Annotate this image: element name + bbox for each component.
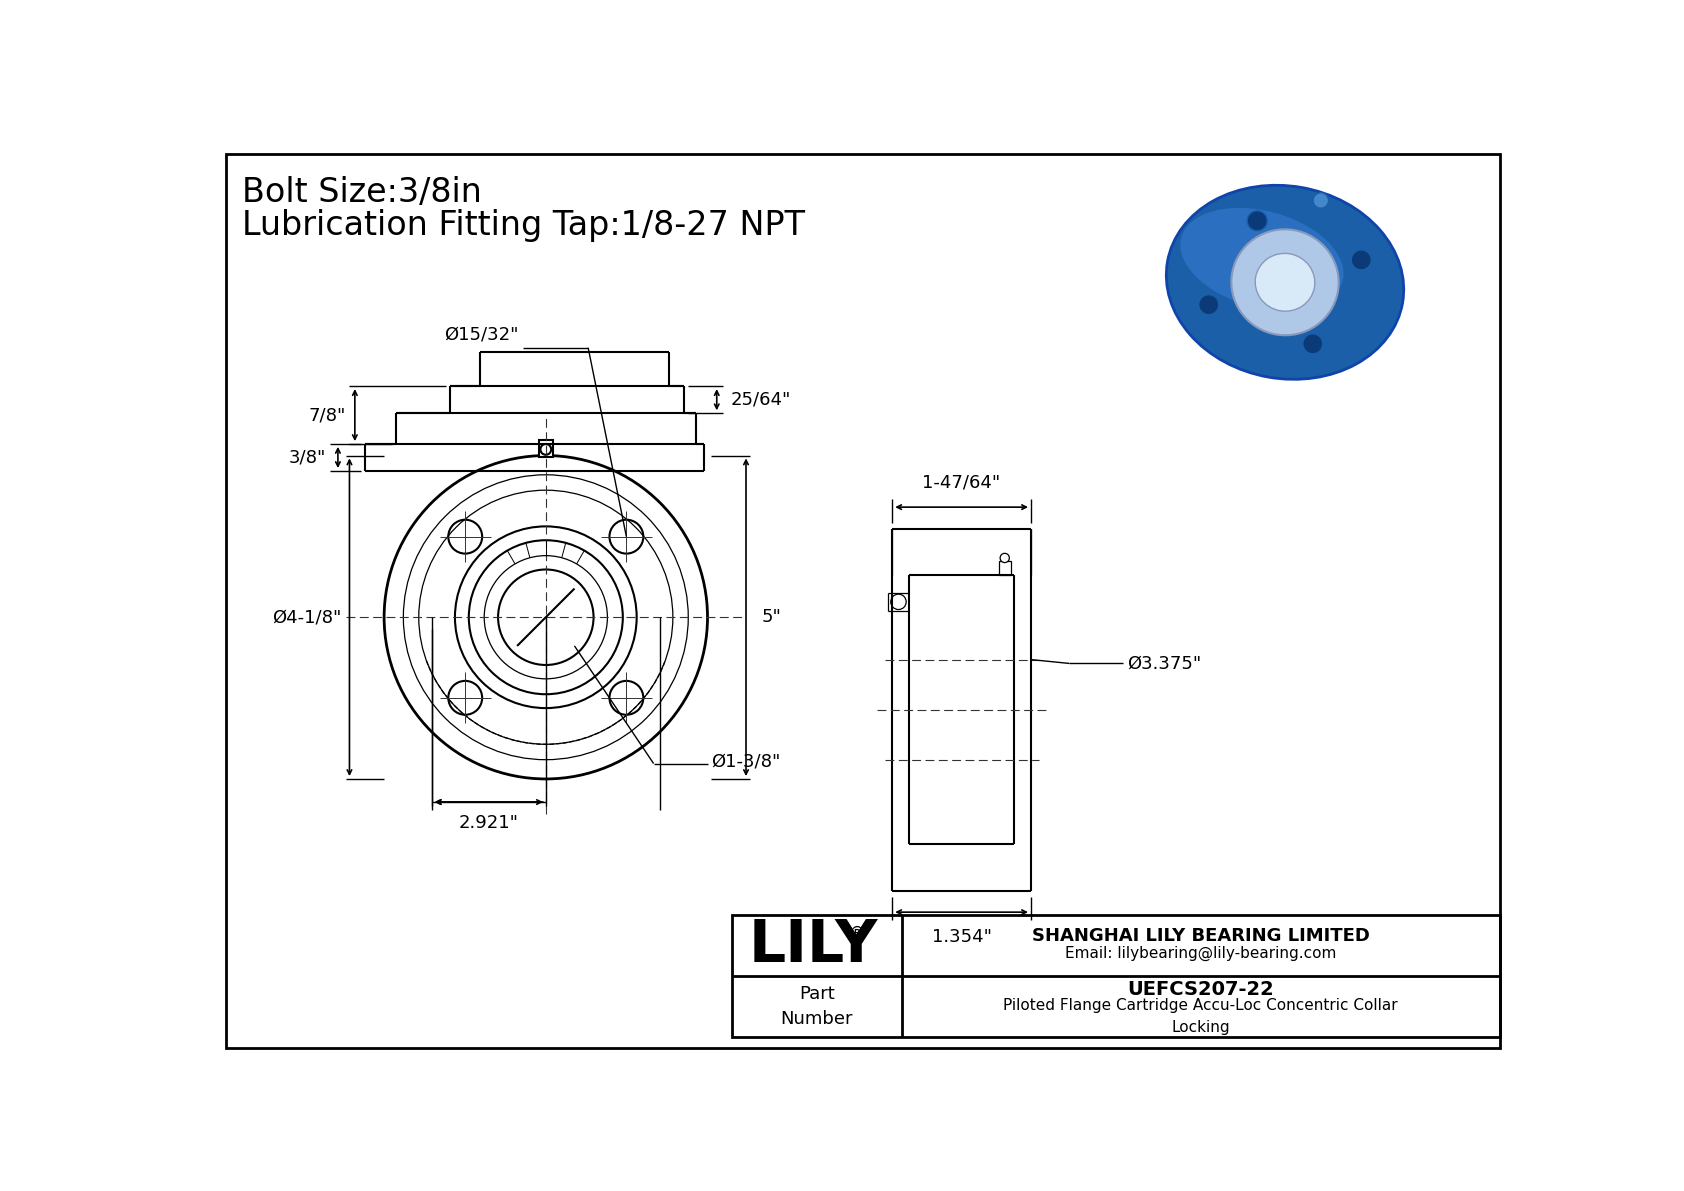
Circle shape bbox=[1314, 193, 1329, 208]
Text: Ø4-1/8": Ø4-1/8" bbox=[273, 609, 342, 626]
Text: ®: ® bbox=[849, 924, 866, 942]
Text: Email: lilybearing@lily-bearing.com: Email: lilybearing@lily-bearing.com bbox=[1064, 946, 1337, 961]
Text: Ø15/32": Ø15/32" bbox=[445, 326, 519, 344]
Text: SHANGHAI LILY BEARING LIMITED: SHANGHAI LILY BEARING LIMITED bbox=[1032, 927, 1369, 944]
Ellipse shape bbox=[1180, 208, 1344, 311]
Circle shape bbox=[1351, 250, 1371, 270]
Circle shape bbox=[1000, 554, 1009, 562]
Circle shape bbox=[1248, 211, 1268, 231]
Text: 7/8": 7/8" bbox=[308, 406, 345, 424]
Text: 2.921": 2.921" bbox=[458, 813, 519, 831]
Circle shape bbox=[891, 594, 906, 610]
Text: 1-47/64": 1-47/64" bbox=[923, 474, 1000, 492]
Text: Piloted Flange Cartridge Accu-Loc Concentric Collar
Locking: Piloted Flange Cartridge Accu-Loc Concen… bbox=[1004, 998, 1398, 1035]
Text: Ø1-3/8": Ø1-3/8" bbox=[711, 753, 781, 771]
Bar bbox=[539, 441, 552, 457]
Text: 25/64": 25/64" bbox=[731, 391, 791, 409]
Text: LILY: LILY bbox=[748, 917, 877, 974]
Text: Ø3.375": Ø3.375" bbox=[1127, 654, 1201, 673]
Text: Part
Number: Part Number bbox=[781, 985, 854, 1028]
Circle shape bbox=[1303, 333, 1322, 354]
Circle shape bbox=[1199, 294, 1219, 314]
Text: 1.354": 1.354" bbox=[931, 928, 992, 946]
Ellipse shape bbox=[1231, 230, 1339, 335]
Circle shape bbox=[541, 444, 551, 455]
Ellipse shape bbox=[1255, 254, 1315, 311]
Bar bbox=[999, 561, 1010, 575]
Text: Lubrication Fitting Tap:1/8-27 NPT: Lubrication Fitting Tap:1/8-27 NPT bbox=[242, 210, 805, 242]
Text: 5": 5" bbox=[761, 609, 781, 626]
Bar bbox=[733, 915, 1500, 1037]
Text: 3/8": 3/8" bbox=[290, 449, 327, 467]
Text: Bolt Size:3/8in: Bolt Size:3/8in bbox=[242, 176, 482, 210]
Text: UEFCS207-22: UEFCS207-22 bbox=[1127, 980, 1275, 999]
Ellipse shape bbox=[1167, 186, 1404, 379]
